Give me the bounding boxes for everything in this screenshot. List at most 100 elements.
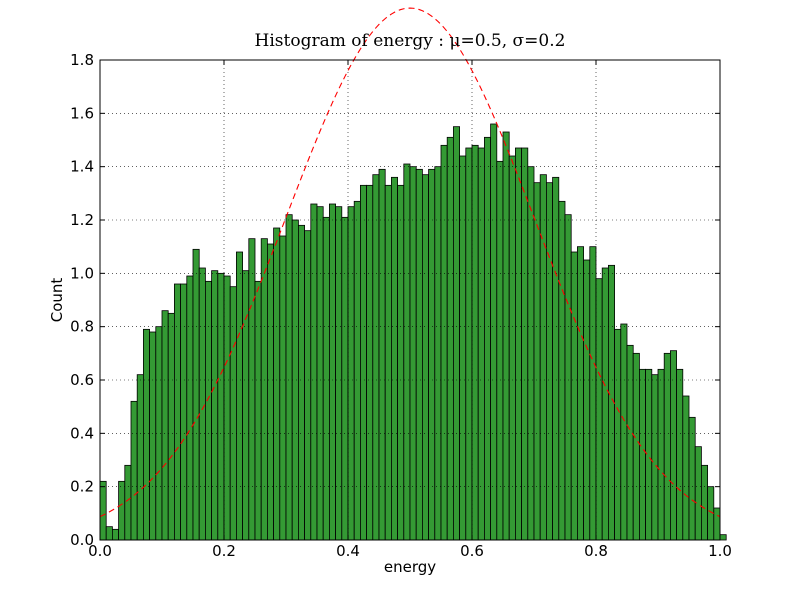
histogram-bar [254, 280, 262, 541]
histogram-bar [105, 526, 113, 541]
histogram-bar [217, 272, 225, 541]
histogram-bar [539, 174, 547, 541]
histogram-bar [291, 219, 299, 541]
x-tick-label: 1.0 [708, 542, 732, 560]
histogram-bar [136, 374, 144, 541]
histogram-bar [335, 206, 343, 541]
histogram-bar [570, 251, 578, 541]
y-tick-label: 1.4 [70, 158, 94, 176]
histogram-bar [112, 528, 120, 541]
histogram-bar [180, 283, 188, 541]
histogram-bar [223, 275, 231, 541]
y-tick-label: 0.8 [70, 318, 94, 336]
y-tick-label: 1.8 [70, 51, 94, 69]
histogram-bar [428, 168, 436, 541]
histogram-bar [260, 238, 268, 541]
histogram-bar [645, 368, 653, 541]
histogram-bar [390, 176, 398, 541]
histogram-bar [483, 136, 491, 541]
histogram-bar [347, 206, 355, 541]
histogram-bar [204, 280, 212, 541]
histogram-bar [124, 464, 132, 541]
histogram-bar [583, 259, 591, 541]
histogram-bar [452, 126, 460, 541]
histogram-bar [130, 400, 138, 541]
histogram-bar [198, 267, 206, 541]
histogram-bar [211, 270, 219, 541]
x-tick-label: 0.4 [336, 542, 360, 560]
histogram-bar [279, 235, 287, 541]
x-tick-label: 0.8 [584, 542, 608, 560]
chart-title: Histogram of energy : μ=0.5, σ=0.2 [255, 31, 566, 51]
histogram-bar [614, 328, 622, 541]
histogram-bar [670, 350, 678, 541]
histogram-bar [626, 344, 634, 541]
y-tick-labels: 0.0 0.2 0.4 0.6 0.8 1.0 1.2 1.4 1.6 1.8 [70, 51, 94, 549]
histogram-bar [663, 352, 671, 541]
x-tick-label: 0.2 [212, 542, 236, 560]
histogram-bar [328, 203, 336, 541]
histogram-bar [688, 416, 696, 541]
histogram-bar [527, 166, 535, 541]
histogram-bar [446, 136, 454, 541]
histogram-bar [353, 200, 361, 541]
histogram-bar [558, 200, 566, 541]
histogram-bar [297, 224, 305, 541]
histogram-bar [229, 286, 237, 541]
histogram-bar [99, 480, 107, 541]
y-tick-label: 0.0 [70, 531, 94, 549]
histogram-bar [515, 147, 523, 541]
histogram-bar [502, 131, 510, 541]
histogram-bar [167, 312, 175, 541]
histogram-bar [440, 144, 448, 541]
axis-ticks [99, 59, 721, 541]
histogram-bar [676, 368, 684, 541]
y-tick-label: 0.4 [70, 424, 94, 442]
histogram-bar [651, 374, 659, 541]
y-tick-label: 0.6 [70, 371, 94, 389]
histogram-bar [657, 368, 665, 541]
histogram-bar [533, 182, 541, 541]
x-tick-label: 0.0 [88, 542, 112, 560]
histogram-bar [273, 227, 281, 541]
histogram-bar [477, 147, 485, 541]
grid [100, 60, 720, 540]
histogram-bar [242, 270, 250, 541]
histogram-bar [620, 323, 628, 541]
x-axis-label: energy [384, 558, 436, 576]
histogram-bar [701, 464, 709, 541]
histogram-bar [304, 230, 312, 541]
histogram-bar [235, 251, 243, 541]
histogram-bar [161, 310, 169, 541]
x-tick-labels: 0.0 0.2 0.4 0.6 0.8 1.0 [88, 542, 732, 560]
histogram-bar [421, 174, 429, 541]
histogram-bar [490, 123, 498, 541]
histogram-bar [192, 248, 200, 541]
histogram-bar [118, 480, 126, 541]
histogram-bar [595, 278, 603, 541]
y-tick-label: 1.0 [70, 264, 94, 282]
histogram-bar [459, 155, 467, 541]
histogram-bar [577, 246, 585, 541]
histogram-bar [173, 283, 181, 541]
histogram-bar [316, 206, 324, 541]
histogram-bar [409, 166, 417, 541]
histogram-bar [713, 507, 721, 541]
histogram-bar [682, 395, 690, 541]
histogram-bar [552, 176, 560, 541]
plot-frame [99, 59, 721, 541]
histogram-bar [719, 534, 727, 541]
histogram-bar [639, 368, 647, 541]
histogram-bar [378, 168, 386, 541]
histogram-bar [366, 184, 374, 541]
histogram-bar [465, 147, 473, 541]
histogram-bar [248, 238, 256, 541]
histogram-bar [372, 174, 380, 541]
histogram-bar [415, 168, 423, 541]
histogram-bar [546, 182, 554, 541]
histogram-bar [266, 243, 274, 541]
y-axis-label: Count [48, 278, 66, 323]
histogram-bar [632, 352, 640, 541]
x-tick-label: 0.6 [460, 542, 484, 560]
